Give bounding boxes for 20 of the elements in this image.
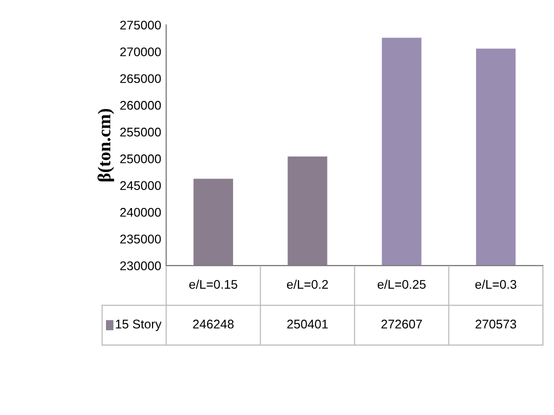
- y-tick-label: 255000: [120, 128, 161, 137]
- y-tick-label: 235000: [120, 234, 161, 244]
- data-label: 250401: [287, 320, 328, 329]
- y-tick-label: 240000: [120, 208, 161, 217]
- y-tick-label: 270000: [120, 47, 161, 56]
- x-tick-label: e/L=0.15: [189, 280, 238, 289]
- y-axis-title: β(ton.cm): [98, 108, 114, 182]
- y-tick-label: 265000: [120, 74, 161, 84]
- y-tick-label: 275000: [120, 20, 161, 30]
- y-tick-label: 250000: [120, 154, 161, 164]
- x-tick-label: e/L=0.2: [286, 280, 328, 289]
- y-tick-label: 230000: [120, 261, 161, 270]
- y-tick-label: 260000: [120, 100, 161, 110]
- legend-label: 15 Story: [116, 320, 162, 331]
- data-label: 272607: [381, 320, 422, 329]
- x-tick-label: e/L=0.3: [475, 280, 516, 289]
- y-tick-label: 245000: [120, 181, 161, 190]
- data-label: 270573: [476, 320, 516, 329]
- x-tick-label: e/L=0.25: [378, 280, 426, 289]
- data-label: 246248: [193, 320, 234, 329]
